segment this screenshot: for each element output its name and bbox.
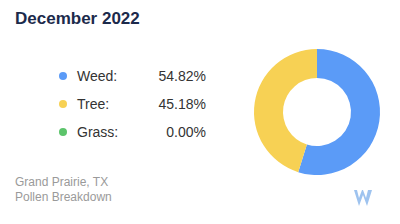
donut [254,49,380,175]
legend-swatch [59,128,67,136]
legend-value: 45.18% [159,96,206,112]
annotation: Pollen Breakdown [15,190,112,204]
legend-swatch [59,72,67,80]
legend-label: Tree: [77,96,109,112]
legend-swatch [59,100,67,108]
legend-label: Weed: [77,68,117,84]
slice [254,49,317,172]
chart: December 2022 Weed: 54.82% Tree: 45.18% Grass… [0,0,400,224]
legend: Weed: 54.82% Tree: 45.18% Grass: 0.00% [59,68,206,140]
annotation: Grand Prairie, TX [15,175,108,189]
slice [317,49,318,78]
logo [354,190,372,206]
title: December 2022 [15,9,140,28]
legend-value: 54.82% [159,68,206,84]
legend-value: 0.00% [166,124,206,140]
legend-label: Grass: [77,124,118,140]
